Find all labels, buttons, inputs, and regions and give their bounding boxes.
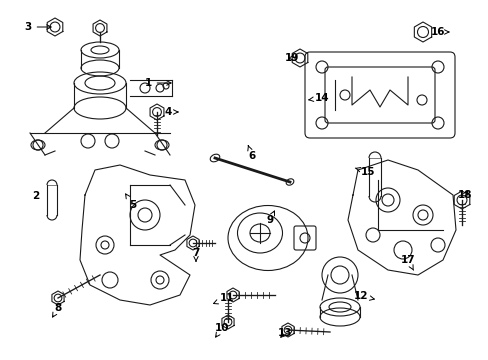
Text: 16: 16 [430, 27, 448, 37]
Text: 8: 8 [52, 303, 61, 317]
Text: 1: 1 [144, 78, 171, 88]
Text: 15: 15 [355, 167, 374, 177]
Text: 14: 14 [308, 93, 328, 103]
Text: 4: 4 [164, 107, 178, 117]
Text: 6: 6 [247, 145, 255, 161]
Text: 12: 12 [353, 291, 373, 301]
Text: 11: 11 [213, 293, 234, 304]
Text: 2: 2 [32, 191, 40, 201]
Text: 13: 13 [277, 328, 292, 338]
Text: 17: 17 [400, 255, 414, 270]
Text: 7: 7 [192, 248, 199, 261]
Text: 3: 3 [24, 22, 51, 32]
Text: 18: 18 [457, 190, 471, 200]
Text: 10: 10 [214, 323, 229, 337]
Text: 5: 5 [125, 194, 136, 210]
Text: 9: 9 [266, 211, 274, 225]
Text: 19: 19 [284, 53, 299, 63]
